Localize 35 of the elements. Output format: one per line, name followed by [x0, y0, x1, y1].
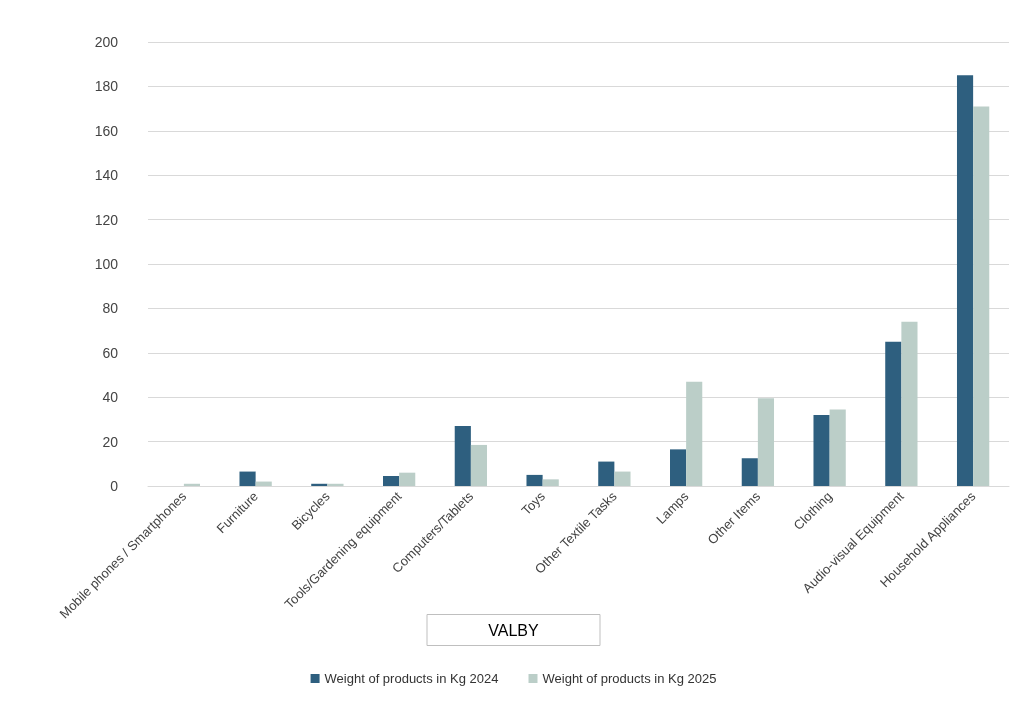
- y-tick-label: 20: [102, 433, 119, 450]
- bar: [454, 426, 471, 486]
- y-tick-label: 120: [94, 211, 119, 228]
- y-tick-label: 100: [94, 256, 119, 272]
- text: VALBY: [488, 621, 540, 639]
- bar: [956, 75, 974, 486]
- bar: [973, 106, 990, 486]
- y-tick-label: 140: [94, 167, 119, 184]
- bar: [829, 409, 846, 486]
- y-tick-label: 80: [102, 300, 119, 317]
- bar: [813, 414, 830, 486]
- bar: [399, 472, 416, 486]
- bar: [669, 449, 687, 486]
- bar: [598, 461, 615, 486]
- bar: [382, 476, 400, 486]
- bar: [741, 458, 758, 486]
- bar: [239, 471, 256, 486]
- y-tick-label: 200: [94, 34, 119, 50]
- bar: [757, 398, 775, 486]
- y-tick-label: 60: [102, 344, 119, 361]
- bar: [470, 444, 488, 486]
- bar: [614, 471, 631, 486]
- bar: [901, 321, 918, 486]
- bar: [542, 479, 559, 486]
- y-tick-label: 0: [110, 478, 119, 494]
- y-tick-label: 40: [102, 389, 119, 406]
- bar: [686, 381, 703, 486]
- bar: [327, 483, 344, 486]
- x-tick-label: Toys: [518, 488, 549, 519]
- y-tick-label: 160: [94, 122, 119, 139]
- legend-label: Weight of products in Kg 2024: [324, 671, 499, 686]
- legend-label: Weight of products in Kg 2025: [542, 671, 717, 686]
- bar: [885, 341, 902, 486]
- bar: [526, 474, 543, 486]
- y-tick-label: 180: [94, 78, 119, 95]
